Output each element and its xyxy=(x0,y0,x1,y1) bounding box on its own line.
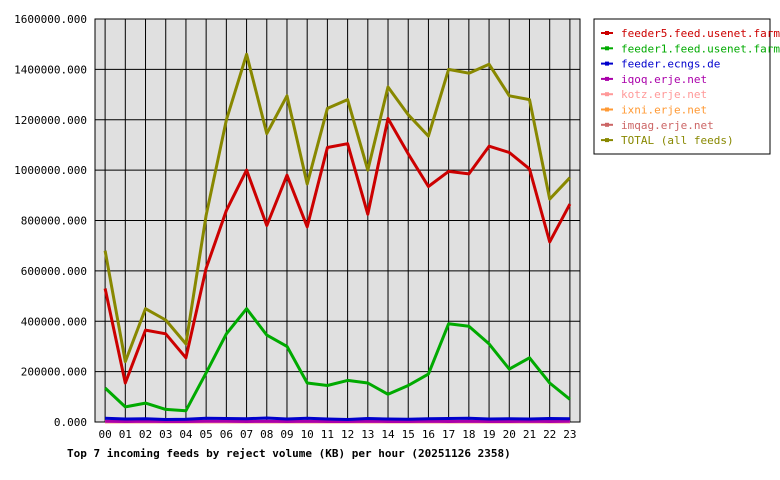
legend-marker xyxy=(605,122,609,127)
x-tick-label: 20 xyxy=(503,428,516,441)
x-tick-label: 07 xyxy=(240,428,253,441)
x-tick-label: 00 xyxy=(98,428,111,441)
x-tick-label: 21 xyxy=(523,428,536,441)
x-tick-label: 09 xyxy=(280,428,293,441)
series-line xyxy=(104,307,571,413)
y-tick-label: 600000.000 xyxy=(21,265,87,278)
legend-entry: kotz.erje.net xyxy=(621,88,707,101)
x-tick-label: 08 xyxy=(260,428,273,441)
legend: feeder5.feed.usenet.farm feeder1.feed.use… xyxy=(593,18,780,155)
legend-marker xyxy=(605,107,609,112)
x-tick-label: 18 xyxy=(462,428,475,441)
series-lines xyxy=(103,52,572,424)
x-tick-label: 15 xyxy=(402,428,415,441)
y-axis-tick-labels: 0.000 200000.000 400000.000 600000.000 80000… xyxy=(14,13,87,429)
x-tick-label: 17 xyxy=(442,428,455,441)
legend-entry: ixni.erje.net xyxy=(621,104,707,117)
legend-marker xyxy=(605,46,609,51)
series-line xyxy=(103,52,571,364)
y-tick-label: 800000.000 xyxy=(21,215,87,228)
x-tick-label: 04 xyxy=(179,428,193,441)
x-tick-label: 13 xyxy=(361,428,374,441)
legend-marker xyxy=(605,138,609,143)
y-tick-label: 200000.000 xyxy=(21,366,87,379)
legend-marker xyxy=(605,92,609,97)
legend-entry: feeder.ecngs.de xyxy=(621,58,720,71)
x-tick-label: 11 xyxy=(321,428,334,441)
x-tick-label: 23 xyxy=(563,428,576,441)
x-tick-label: 02 xyxy=(139,428,152,441)
legend-marker xyxy=(605,76,609,81)
chart-title: Top 7 incoming feeds by reject volume (K… xyxy=(67,447,511,460)
x-axis-tick-labels: 00 01 02 03 04 05 06 07 08 09 10 11 12 13 14 15 16 17 18 19… xyxy=(98,428,576,441)
y-tick-label: 400000.000 xyxy=(21,315,87,328)
legend-marker xyxy=(605,31,609,35)
y-tick-label: 1200000.000 xyxy=(14,114,87,127)
legend-entry: imqag.erje.net xyxy=(621,119,714,132)
x-tick-label: 06 xyxy=(220,428,233,441)
y-tick-label: 1600000.000 xyxy=(14,13,87,26)
legend-box xyxy=(593,18,771,155)
x-tick-label: 05 xyxy=(200,428,213,441)
y-tick-label: 0.000 xyxy=(54,416,87,429)
x-tick-label: 19 xyxy=(482,428,495,441)
legend-entry: feeder5.feed.usenet.farm xyxy=(621,27,780,40)
y-tick-label: 1000000.000 xyxy=(14,164,87,177)
legend-marker xyxy=(605,61,609,66)
x-tick-label: 14 xyxy=(381,428,395,441)
legend-entry: feeder1.feed.usenet.farm xyxy=(621,42,780,55)
x-tick-label: 22 xyxy=(543,428,556,441)
legend-entry: TOTAL (all feeds) xyxy=(621,134,734,147)
x-tick-label: 01 xyxy=(119,428,132,441)
legend-entry: iqoq.erje.net xyxy=(621,73,707,86)
x-tick-label: 10 xyxy=(301,428,314,441)
series-line xyxy=(103,117,572,385)
series-line xyxy=(105,416,570,421)
y-tick-label: 1400000.000 xyxy=(14,63,87,76)
x-tick-label: 03 xyxy=(159,428,172,441)
x-tick-label: 12 xyxy=(341,428,354,441)
x-tick-label: 16 xyxy=(422,428,435,441)
